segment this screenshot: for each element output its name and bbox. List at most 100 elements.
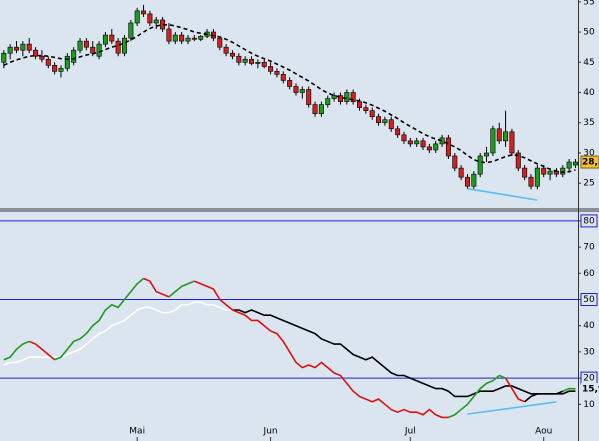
y-tick-label: 70 [583,243,595,253]
candle-body [71,49,77,63]
y-tick-label: 25 [583,179,594,189]
series-line [3,23,576,174]
y-tick-label: 35 [583,118,594,128]
candle-body [26,43,32,51]
candle-body [52,65,58,72]
series-line [194,280,449,419]
candle-body [64,55,70,69]
candle-body [102,34,108,45]
candle-body [96,43,102,57]
candle-body [90,46,96,54]
candle-body [426,146,432,151]
x-tick-label: Aou [535,427,552,437]
candle-body [236,55,242,63]
candle-body [357,101,363,108]
series-line [54,277,145,361]
candle-body [141,10,147,15]
candle-body [395,128,401,136]
x-tick-label: Jul [404,427,416,437]
candle-body [39,55,45,60]
candle-body [452,155,458,169]
candle-body [299,89,305,93]
candle-body [306,89,312,105]
candle-body [223,46,229,54]
candle-body [566,161,572,169]
candle-body [376,116,382,124]
candle-body [198,35,204,40]
candle-body [109,34,115,42]
candle-body [388,119,394,130]
candle-body [1,52,7,63]
candle-body [185,37,191,42]
candle-body [458,167,464,178]
candle-body [503,131,509,142]
candle-body [484,152,490,157]
series-line [504,377,525,403]
y-tick-label: 10 [583,400,595,410]
y-tick-label: 60 [583,269,595,279]
last-value-label: 28,5 [582,158,599,168]
candle-body [45,58,51,66]
candle-body [344,92,350,102]
candle-body [401,134,407,142]
candle-body [191,37,197,40]
candle-body [318,104,324,114]
candle-body [128,22,134,39]
series-line [168,280,195,298]
candle-body [249,58,255,64]
candle-body [217,37,223,48]
y-tick-label: 20 [583,374,595,384]
candle-body [522,167,528,178]
candle-body [350,92,356,102]
series-line [3,301,233,366]
x-tick-label: Mai [129,427,145,437]
candle-body [420,140,426,148]
candle-body [331,95,337,99]
candle-body [255,61,261,64]
series-line [143,277,170,298]
y-tick-box [580,214,598,228]
candle-body [134,10,140,24]
candle-body [382,119,388,124]
candle-body [471,173,477,187]
y-tick-label: 50 [583,295,595,305]
panel-divider [0,208,599,212]
y-tick-label: 50 [583,28,595,38]
candle-body [83,40,89,48]
candle-body [166,28,172,42]
candle-body [515,152,521,169]
y-tick-label: 30 [583,347,595,357]
series-line [3,340,30,361]
candle-body [534,167,540,187]
candle-body [7,46,13,54]
y-tick-label: 40 [583,321,595,331]
candle-body [433,143,439,151]
candle-body [496,128,502,142]
candle-body [560,167,566,175]
series-line [28,340,56,361]
candle-body [407,140,413,145]
candle-body [261,61,267,67]
candle-body [268,66,274,72]
candle-body [153,19,159,24]
series-line [562,387,576,392]
candle-body [464,176,470,187]
y-tick-label: 45 [583,58,594,68]
candle-body [547,170,553,175]
candle-body [541,167,547,175]
y-tick-label: 80 [583,216,595,226]
candle-body [242,58,248,63]
y-tick-label: 40 [583,88,595,98]
candle-body [172,34,178,42]
candle-body [147,13,153,24]
candle-body [287,80,293,87]
candle-body [445,137,451,157]
candle-body [293,86,299,93]
candle-body [58,68,64,72]
candle-body [369,110,375,117]
candle-body [229,52,235,57]
candle-body [280,74,286,81]
last-value-box [580,155,599,169]
